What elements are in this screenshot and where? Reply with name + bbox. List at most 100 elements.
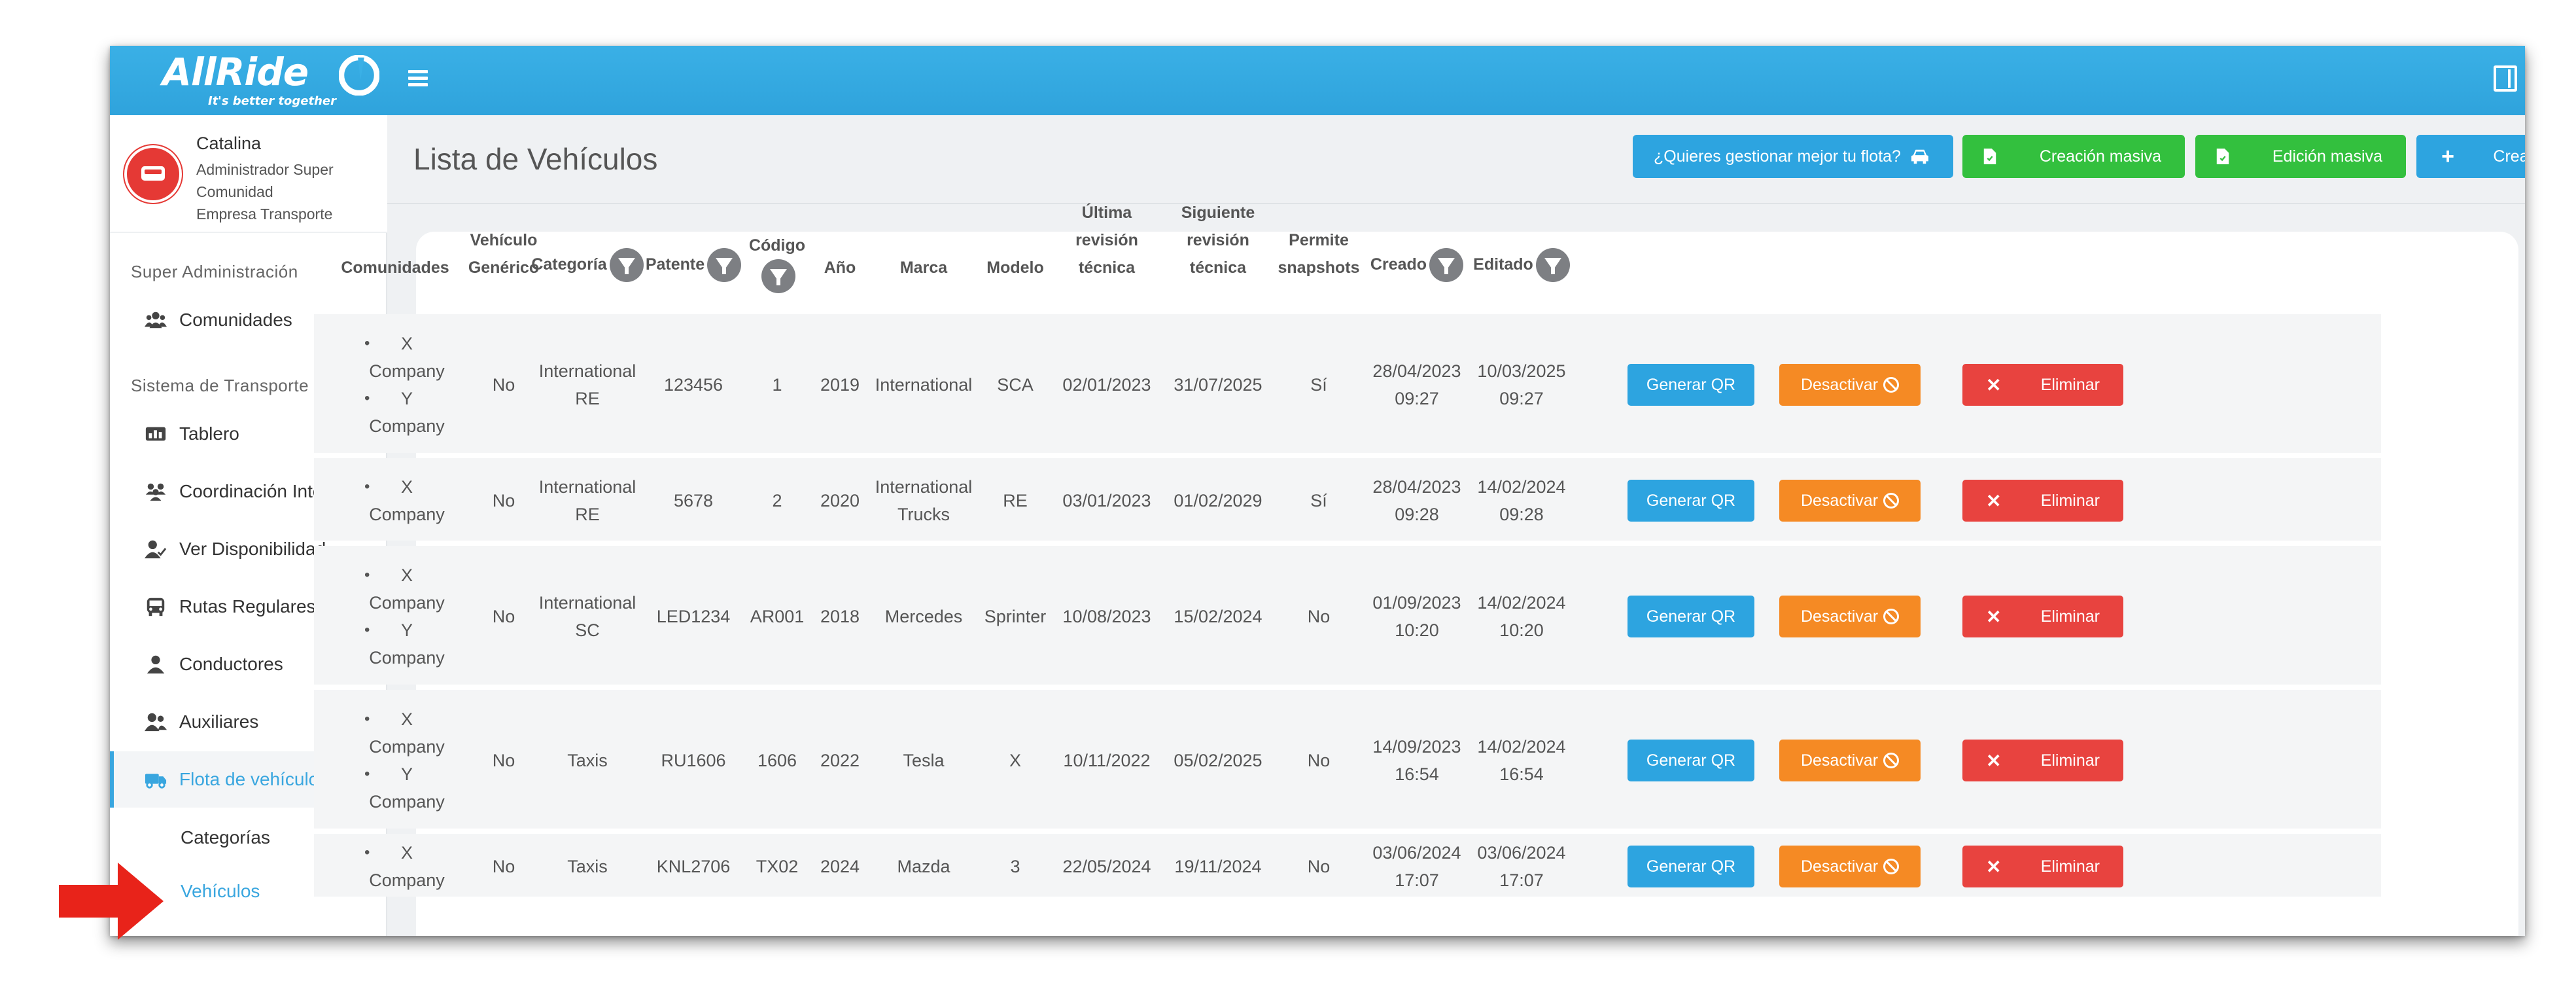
column-header-line: Permite [1289,231,1349,249]
cell-codigo: 1606 [757,751,797,770]
bulk-edit-button[interactable]: Edición masiva [2195,135,2406,178]
column-header-ultima[interactable]: Última revisión técnica [1058,199,1156,281]
dashboard-icon [144,423,167,444]
create-vehicle-label: Crear vehículo [2493,147,2525,166]
column-header-patente[interactable]: Patente [628,247,759,283]
menu-toggle-icon[interactable] [408,67,434,93]
brand-logo[interactable]: AllRide It's better together [162,50,379,113]
cell-line: 17:07 [1499,870,1544,890]
cell-line: 10/03/2025 [1477,361,1566,381]
column-header-line: Vehículo [470,231,538,249]
deactivate-button[interactable]: Desactivar [1779,596,1921,637]
generate-qr-button[interactable]: Generar QR [1627,740,1754,781]
sidebar-item-rutas[interactable]: Rutas Regulares [110,579,386,635]
delete-label: Eliminar [2040,751,2100,770]
panel-toggle-icon[interactable] [2494,65,2517,92]
column-header-generico[interactable]: Vehículo Genérico [464,226,543,281]
column-header-codigo[interactable]: Código [744,232,810,293]
community-item: X Company [338,839,462,894]
filter-icon[interactable] [761,259,795,293]
generate-qr-button[interactable]: Generar QR [1627,364,1754,406]
column-header-label: Patente [645,255,705,274]
column-header-label: Año [824,259,856,277]
column-header-anio[interactable]: Año [814,254,866,281]
filter-icon[interactable] [707,248,742,283]
user-role: Administrador Super Comunidad Empresa Tr… [196,158,353,225]
column-header-marca[interactable]: Marca [871,254,976,281]
column-header-modelo[interactable]: Modelo [979,254,1051,281]
sidebar-item-comunidades[interactable]: Comunidades [110,292,386,348]
deactivate-label: Desactivar [1800,375,1879,394]
bulk-create-button[interactable]: Creación masiva [1962,135,2185,178]
sidebar-item-tablero[interactable]: Tablero [110,406,386,462]
delete-button[interactable]: ✕ Eliminar [1962,740,2123,781]
cell-modelo: X [1009,751,1021,770]
filter-icon[interactable] [1429,248,1464,283]
community-item: X Company [338,562,462,617]
cell-editado: 14/02/2024 09:28 [1476,473,1567,528]
cell-modelo: SCA [997,375,1034,395]
column-header-label: Modelo [986,259,1044,277]
delete-button[interactable]: ✕ Eliminar [1962,596,2123,637]
cell-codigo: 2 [772,491,782,510]
column-header-line: revisión [1075,231,1138,249]
create-vehicle-button[interactable]: + Crear vehículo [2416,135,2525,178]
cell-creado: 01/09/2023 10:20 [1371,589,1463,644]
cell-editado: 10/03/2025 09:27 [1476,357,1567,412]
team-icon [144,481,167,502]
close-icon: ✕ [1986,856,2002,877]
deactivate-button[interactable]: Desactivar [1779,480,1921,522]
deactivate-button[interactable]: Desactivar [1779,846,1921,887]
cell-line: 14/02/2024 [1477,593,1566,613]
cell-anio: 2018 [820,607,860,626]
cell-siguiente: 01/02/2029 [1174,491,1262,510]
sidebar-subitem-vehiculos[interactable]: Vehículos [181,881,260,901]
filter-icon[interactable] [1535,248,1570,283]
sidebar-item-disponibilidad[interactable]: Ver Disponibilidad [110,521,386,577]
cell-marca: Mazda [871,853,976,880]
generate-qr-button[interactable]: Generar QR [1627,596,1754,637]
delete-button[interactable]: ✕ Eliminar [1962,364,2123,406]
cell-creado: 14/09/2023 16:54 [1371,733,1463,788]
delete-button[interactable]: ✕ Eliminar [1962,846,2123,887]
sidebar-subitem-categorias[interactable]: Categorías [181,827,270,848]
generate-qr-label: Generar QR [1646,751,1736,770]
column-header-siguiente[interactable]: Siguiente revisión técnica [1169,199,1267,281]
deactivate-button[interactable]: Desactivar [1779,364,1921,406]
sidebar-item-auxiliares[interactable]: Auxiliares [110,694,386,750]
generate-qr-button[interactable]: Generar QR [1627,480,1754,522]
ban-icon [1883,753,1900,768]
column-header-snap[interactable]: Permite snapshots [1276,226,1361,281]
user-group-icon [144,711,167,732]
column-header-editado[interactable]: Editado [1456,247,1587,283]
filter-icon[interactable] [609,248,644,283]
cell-snap: No [1307,607,1331,626]
user-role-line: Administrador Super [196,161,334,178]
sidebar-item-label: Flota de vehículos [179,769,328,789]
cell-patente: LED1234 [656,607,731,626]
community-item: X Company [338,473,462,528]
sidebar-item-conductores[interactable]: Conductores [110,636,386,692]
cell-creado: 28/04/2023 09:27 [1371,357,1463,412]
column-header-categoria[interactable]: Categoría [522,247,653,283]
user-profile[interactable]: Catalina Administrador Super Comunidad E… [110,115,387,233]
column-header-label: Categoría [531,255,607,274]
delete-button[interactable]: ✕ Eliminar [1962,480,2123,522]
cell-line: International [875,375,973,395]
close-icon: ✕ [1986,750,2002,771]
fleet-management-button[interactable]: ¿Quieres gestionar mejor tu flota? [1633,135,1953,178]
close-icon: ✕ [1986,374,2002,395]
cell-anio: 2022 [820,751,860,770]
community-list: X Company [338,473,462,528]
cell-line: 28/04/2023 [1372,477,1461,497]
close-icon: ✕ [1986,606,2002,627]
deactivate-button[interactable]: Desactivar [1779,740,1921,781]
plus-icon: + [2441,143,2454,169]
generate-qr-button[interactable]: Generar QR [1627,846,1754,887]
column-header-creado[interactable]: Creado [1351,247,1482,283]
community-name: X Company [369,843,445,890]
column-header-label: Comunidades [341,259,449,277]
file-icon [1983,149,1996,164]
community-name: X Company [369,709,445,757]
column-header-comunidades[interactable]: Comunidades [333,254,457,281]
